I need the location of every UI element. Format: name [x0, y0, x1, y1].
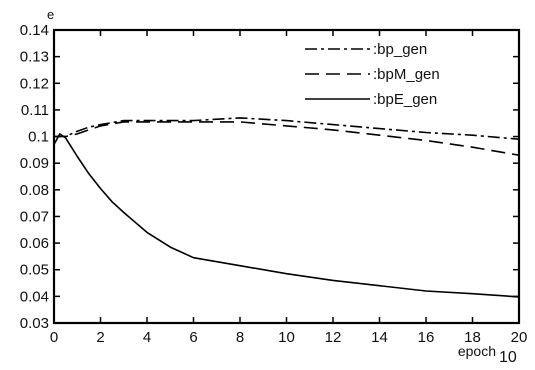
y-tick-label: 0.06 [20, 235, 49, 252]
legend-label-1: :bpM_gen [373, 66, 440, 83]
legend-label-0: :bp_gen [373, 41, 427, 58]
y-axis-label: e [47, 7, 54, 22]
series-layer [53, 117, 520, 298]
x-tick-label: 20 [511, 329, 528, 346]
y-tick-label: 0.13 [20, 49, 49, 66]
series-line-1 [54, 121, 520, 156]
legend-label-2: :bpE_gen [373, 91, 437, 108]
series-line-0 [54, 117, 520, 140]
y-tick-label: 0.11 [21, 102, 49, 119]
x-tick-label: 14 [371, 329, 388, 346]
y-tick-label: 0.14 [20, 22, 49, 39]
legend: :bp_gen :bpM_gen :bpE_gen [305, 41, 440, 108]
x-tick-label: 16 [418, 329, 435, 346]
x-tick-label: 12 [325, 329, 342, 346]
tick-layer: 0.03 0.04 0.05 0.06 0.07 0.08 0.09 0.1 0.11 0.12 0… [20, 22, 528, 346]
x-axis-label: epoch [458, 343, 496, 359]
x-tick-label: 6 [189, 329, 197, 346]
series-line-2 [53, 133, 520, 298]
y-tick-label: 0.07 [20, 208, 49, 225]
y-tick-label: 0.05 [20, 262, 49, 279]
y-tick-label: 0.04 [20, 288, 49, 305]
x-tick-label: 4 [143, 329, 151, 346]
y-tick-label: 0.08 [20, 182, 49, 199]
y-tick-label: 0.1 [28, 129, 49, 146]
x-tick-label: 8 [236, 329, 244, 346]
x-tick-label: 2 [96, 329, 104, 346]
y-tick-label: 0.09 [20, 155, 49, 172]
y-tick-label: 0.03 [20, 315, 49, 332]
x-axis-scale-note: 10 [499, 349, 517, 366]
y-tick-label: 0.12 [20, 75, 49, 92]
x-tick-label: 18 [464, 329, 481, 346]
x-tick-label: 0 [50, 329, 58, 346]
x-tick-label: 10 [278, 329, 295, 346]
